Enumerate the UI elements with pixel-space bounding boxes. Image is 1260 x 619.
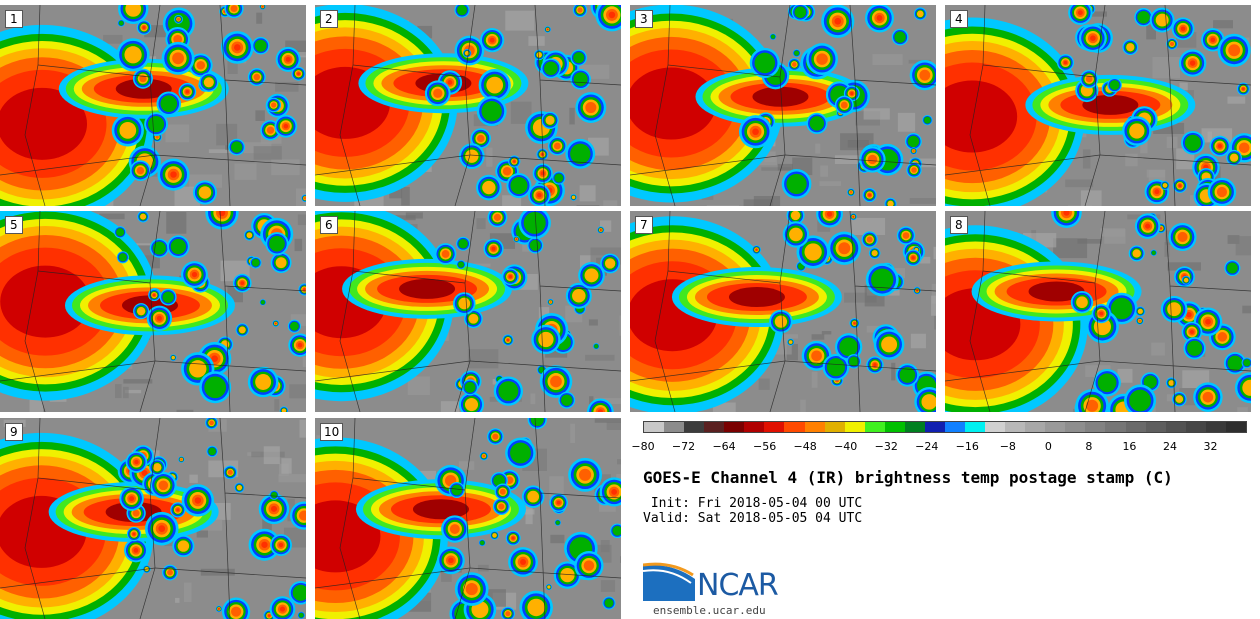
- colorbar-swatch: [1085, 422, 1106, 432]
- colorbar-swatch: [1045, 422, 1066, 432]
- colorbar-tick-label: −24: [915, 440, 939, 453]
- ir-satellite-map: [0, 5, 306, 206]
- forecast-panel[interactable]: 1: [0, 5, 306, 206]
- forecast-panel[interactable]: 2: [315, 5, 621, 206]
- colorbar-swatch: [844, 422, 865, 432]
- panel-number: 3: [635, 10, 653, 28]
- colorbar-tick-label: −32: [874, 440, 898, 453]
- ir-satellite-map: [945, 211, 1251, 412]
- colorbar-swatch: [1185, 422, 1206, 432]
- colorbar-tick-label: 8: [1085, 440, 1093, 453]
- colorbar-tick-label: −48: [793, 440, 817, 453]
- ir-satellite-map: [0, 211, 306, 412]
- colorbar-swatch: [784, 422, 805, 432]
- site-url[interactable]: ensemble.ucar.edu: [653, 604, 766, 617]
- ir-satellite-map: [315, 211, 621, 412]
- figure-title: GOES-E Channel 4 (IR) brightness temp po…: [643, 468, 1173, 487]
- ir-satellite-map: [0, 418, 306, 619]
- panel-number: 7: [635, 216, 653, 234]
- forecast-panel[interactable]: 7: [630, 211, 936, 412]
- colorbar-swatch: [1125, 422, 1146, 432]
- colorbar-tick-label: 16: [1122, 440, 1137, 453]
- ir-satellite-map: [630, 211, 936, 412]
- colorbar-swatch: [704, 422, 725, 432]
- forecast-panel[interactable]: 10: [315, 418, 621, 619]
- forecast-panel[interactable]: 9: [0, 418, 306, 619]
- colorbar-tick-label: −80: [631, 440, 655, 453]
- colorbar-tick-label: −64: [712, 440, 736, 453]
- colorbar-swatch: [664, 422, 685, 432]
- panel-number: 9: [5, 423, 23, 441]
- ir-satellite-map: [315, 418, 621, 619]
- panel-number: 2: [320, 10, 338, 28]
- forecast-panel[interactable]: 3: [630, 5, 936, 206]
- colorbar-swatch: [864, 422, 885, 432]
- colorbar-tick-label: 32: [1203, 440, 1218, 453]
- valid-time: Valid: Sat 2018-05-05 04 UTC: [643, 511, 863, 526]
- colorbar-tick-label: −40: [834, 440, 858, 453]
- colorbar-tick-label: −72: [671, 440, 696, 453]
- colorbar-swatch: [644, 422, 665, 432]
- forecast-panel[interactable]: 4: [945, 5, 1251, 206]
- panel-number: 5: [5, 216, 23, 234]
- colorbar-swatch: [884, 422, 905, 432]
- colorbar-swatch: [804, 422, 825, 432]
- colorbar-swatch: [924, 422, 945, 432]
- ncar-logo-text: NCAR: [697, 568, 779, 603]
- colorbar-swatch: [1225, 422, 1246, 432]
- ir-satellite-map: [630, 5, 936, 206]
- colorbar-swatch: [985, 422, 1006, 432]
- colorbar-swatch: [1065, 422, 1086, 432]
- ncar-logo-icon: [643, 562, 695, 601]
- panel-number: 4: [950, 10, 968, 28]
- colorbar-swatch: [965, 422, 986, 432]
- panel-number: 6: [320, 216, 338, 234]
- colorbar-swatch: [1105, 422, 1126, 432]
- colorbar-tick-label: −56: [753, 440, 777, 453]
- colorbar-swatch: [1205, 422, 1226, 432]
- panel-number: 10: [320, 423, 344, 441]
- colorbar-swatch: [904, 422, 925, 432]
- colorbar-tick-label: −16: [955, 440, 979, 453]
- colorbar-swatch: [824, 422, 845, 432]
- init-time: Init: Fri 2018-05-04 00 UTC: [643, 496, 863, 511]
- colorbar: [643, 421, 1247, 433]
- colorbar-swatch: [944, 422, 965, 432]
- panel-number: 8: [950, 216, 968, 234]
- forecast-panel[interactable]: 8: [945, 211, 1251, 412]
- colorbar-swatch: [764, 422, 785, 432]
- colorbar-swatch: [1145, 422, 1166, 432]
- colorbar-swatch: [724, 422, 745, 432]
- colorbar-swatch: [1025, 422, 1046, 432]
- colorbar-tick-label: −8: [999, 440, 1016, 453]
- ir-satellite-map: [315, 5, 621, 206]
- panel-number: 1: [5, 10, 23, 28]
- colorbar-ticks: −80 −72 −64 −56 −48 −40 −32 −24 −16 −8 0 8 16 24 32: [631, 440, 1247, 456]
- colorbar-swatch: [1165, 422, 1186, 432]
- ir-satellite-map: [945, 5, 1251, 206]
- colorbar-swatch: [684, 422, 705, 432]
- colorbar-swatch: [744, 422, 765, 432]
- forecast-panel[interactable]: 5: [0, 211, 306, 412]
- colorbar-swatch: [1005, 422, 1026, 432]
- colorbar-tick-label: 24: [1162, 440, 1177, 453]
- colorbar-tick-label: 0: [1044, 440, 1052, 453]
- forecast-panel[interactable]: 6: [315, 211, 621, 412]
